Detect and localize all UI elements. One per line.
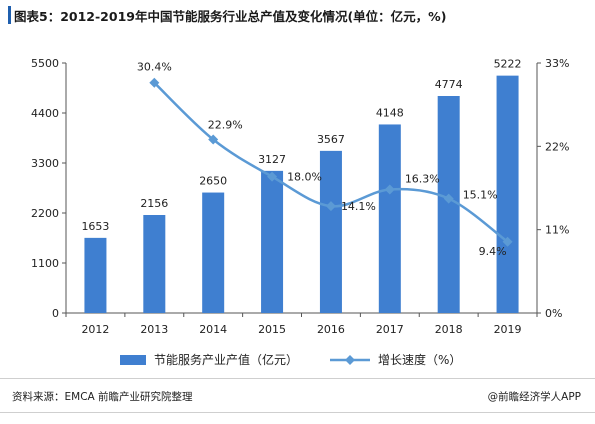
line-point bbox=[267, 171, 278, 182]
y-tick-label-left: 3300 bbox=[31, 157, 59, 170]
x-tick-label: 2012 bbox=[81, 323, 109, 336]
line-label: 30.4% bbox=[137, 61, 172, 74]
legend-marker-line bbox=[345, 355, 355, 365]
x-tick-label: 2016 bbox=[317, 323, 345, 336]
chart-axes: 0 1100 2200 3300 4400 5500 0% 11% 22% 33% 2012 2013… bbox=[31, 57, 569, 336]
line-point bbox=[149, 77, 160, 88]
x-tick-label: 2014 bbox=[199, 323, 227, 336]
bar-label: 2650 bbox=[199, 175, 227, 188]
line-label: 22.9% bbox=[208, 119, 243, 132]
y-tick-label-left: 5500 bbox=[31, 57, 59, 70]
x-tick-label: 2013 bbox=[140, 323, 168, 336]
x-tick-label: 2015 bbox=[258, 323, 286, 336]
line-point bbox=[384, 184, 395, 195]
line-label: 15.1% bbox=[463, 189, 498, 202]
bar bbox=[437, 96, 460, 313]
bottom-divider bbox=[0, 412, 595, 413]
y-tick-label-right: 0% bbox=[545, 307, 562, 320]
x-tick-label: 2018 bbox=[435, 323, 463, 336]
bar bbox=[261, 170, 284, 313]
y-tick-label-left: 0 bbox=[52, 307, 59, 320]
bar bbox=[84, 237, 107, 313]
y-tick-label-right: 33% bbox=[545, 57, 569, 70]
line-point bbox=[208, 134, 219, 145]
y-tick-label-left: 4400 bbox=[31, 107, 59, 120]
chart-legend: 节能服务产业产值（亿元） 增长速度（%） bbox=[120, 352, 461, 367]
source-note: 资料来源：EMCA 前瞻产业研究院整理 bbox=[12, 391, 193, 403]
bar bbox=[143, 215, 166, 313]
bar-label: 4148 bbox=[376, 106, 404, 119]
legend-label-bar: 节能服务产业产值（亿元） bbox=[154, 352, 298, 367]
chart-svg: 0 1100 2200 3300 4400 5500 0% 11% 22% 33% 2012 2013… bbox=[31, 57, 569, 367]
bar-label: 3567 bbox=[317, 133, 345, 146]
line-point bbox=[443, 193, 454, 204]
x-tick-label: 2019 bbox=[494, 323, 522, 336]
bar bbox=[378, 124, 401, 313]
line-point bbox=[325, 201, 336, 212]
line-point bbox=[502, 236, 513, 247]
bar-series: 1653 2156 2650 3127 3567 4148 4774 5222 bbox=[81, 58, 522, 313]
brand-label: @前瞻经济学人APP bbox=[487, 391, 581, 403]
line-label: 9.4% bbox=[479, 245, 507, 258]
line-label: 18.0% bbox=[287, 171, 322, 184]
bar bbox=[202, 192, 225, 313]
x-tick-label: 2017 bbox=[376, 323, 404, 336]
legend-swatch-bar bbox=[120, 355, 146, 365]
title-row: 图表5：2012-2019年中国节能服务行业总产值及变化情况(单位：亿元，%) bbox=[0, 0, 595, 36]
y-tick-label-left: 1100 bbox=[31, 257, 59, 270]
bar-label: 5222 bbox=[494, 58, 522, 71]
footer: 资料来源：EMCA 前瞻产业研究院整理 @前瞻经济学人APP bbox=[0, 378, 595, 409]
bar-label: 3127 bbox=[258, 153, 286, 166]
chart-title: 图表5：2012-2019年中国节能服务行业总产值及变化情况(单位：亿元，%) bbox=[14, 9, 447, 24]
bar bbox=[319, 150, 342, 313]
line-series: 30.4% 22.9% 18.0% 14.1% 16.3% 15.1% 9.4% bbox=[137, 61, 513, 258]
legend-label-line: 增长速度（%） bbox=[378, 352, 461, 367]
line-label: 16.3% bbox=[405, 173, 440, 186]
line-label: 14.1% bbox=[341, 200, 376, 213]
bar-label: 4774 bbox=[435, 78, 463, 91]
bar bbox=[496, 75, 519, 313]
y-tick-label-left: 2200 bbox=[31, 207, 59, 220]
title-accent-bar bbox=[8, 6, 11, 24]
y-tick-label-right: 22% bbox=[545, 140, 569, 153]
bar-label: 1653 bbox=[81, 220, 109, 233]
bar-label: 2156 bbox=[140, 197, 168, 210]
y-tick-label-right: 11% bbox=[545, 224, 569, 237]
